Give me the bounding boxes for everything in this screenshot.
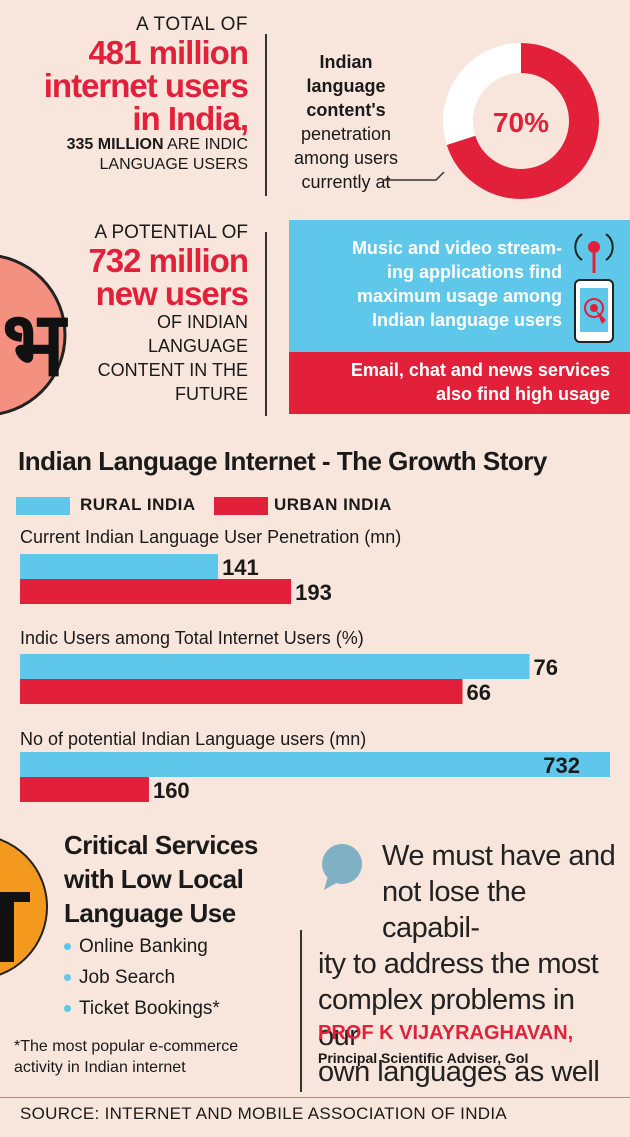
bar-urban-2 xyxy=(20,679,463,704)
value-label-urban-1: 193 xyxy=(295,580,332,605)
potential-small-3: CONTENT IN THE xyxy=(97,360,248,380)
legend-label-urban: URBAN INDIA xyxy=(274,495,392,514)
legend-swatch-rural xyxy=(16,497,70,515)
penetration-donut: 70% xyxy=(443,43,599,199)
streaming-callout xyxy=(289,220,630,352)
penetration-label: Indian language content's penetration am… xyxy=(290,50,402,194)
penetration-line-6: currently at xyxy=(301,172,391,192)
streaming-line-1: Music and video stream- xyxy=(351,238,562,258)
devanagari-circle-top: भ xyxy=(0,255,68,415)
potential-small-2: LANGUAGE xyxy=(147,336,248,356)
bar-rural-2 xyxy=(20,654,530,679)
bullet-icon xyxy=(64,974,71,982)
services-title-3: Language Use xyxy=(64,898,236,928)
divider-b xyxy=(265,232,267,416)
group-label-1: Current Indian Language User Penetration… xyxy=(20,527,402,547)
service-item: Ticket Bookings* xyxy=(64,998,220,1020)
penetration-line-5: among users xyxy=(293,148,399,168)
services-title-1: Critical Services xyxy=(64,830,258,860)
quote-divider xyxy=(300,930,302,1092)
streaming-callout-text: Music and video stream- ing applications… xyxy=(310,236,562,332)
potential-kicker: A POTENTIAL OF xyxy=(94,222,248,243)
value-label-rural-1: 141 xyxy=(222,555,259,580)
broadcast-tower-icon xyxy=(574,233,614,273)
email-line-1: Email, chat and news services xyxy=(350,360,610,380)
footnote-line-2: activity in Indian internet xyxy=(14,1059,186,1076)
penetration-bold-2: language xyxy=(306,76,386,96)
potential-small-1: OF INDIAN xyxy=(156,312,248,332)
source-rule xyxy=(0,1097,630,1098)
quote-author: PROF K VIJAYRAGHAVAN, xyxy=(318,1022,574,1044)
indic-users-rest: ARE INDIC xyxy=(163,136,248,153)
bullet-icon xyxy=(64,1005,71,1013)
email-chat-callout-text: Email, chat and news services also find … xyxy=(300,358,610,406)
services-title-2: with Low Local xyxy=(64,864,244,894)
total-kicker: A TOTAL OF xyxy=(136,14,248,35)
streaming-line-2: ing applications find xyxy=(387,262,562,282)
penetration-value: 70% xyxy=(493,107,549,138)
quote-author-role: Principal Scientific Adviser, GoI xyxy=(318,1050,529,1066)
smartphone-touch-icon xyxy=(574,279,614,343)
quote-line-5: own languages as well xyxy=(318,1056,600,1088)
quote-text: We must have and not lose the capabil- i… xyxy=(318,838,618,1090)
potential-big-line-2: new users xyxy=(95,275,249,312)
total-big-line-1: 481 million xyxy=(88,34,249,71)
potential-users-stat: A POTENTIAL OF 732 million new users OF … xyxy=(20,222,249,406)
penetration-bold-3: content's xyxy=(306,100,386,120)
bar-urban-1 xyxy=(20,579,292,604)
quote-line-1: We must have and xyxy=(382,840,616,872)
footnote: *The most popular e-commerce activity in… xyxy=(14,1036,276,1078)
group-label-2: Indic Users among Total Internet Users (… xyxy=(20,628,364,648)
bar-chart: 141 193 76 66 732 160 xyxy=(20,554,610,803)
value-label-rural-3: 732 xyxy=(543,753,580,778)
quote-line-4: complex problems in our xyxy=(318,984,575,1052)
penetration-line-4: penetration xyxy=(300,124,392,144)
source-note: SOURCE: INTERNET AND MOBILE ASSOCIATION … xyxy=(20,1104,508,1123)
bullet-icon xyxy=(64,943,71,951)
streaming-line-3: maximum usage among xyxy=(356,286,562,306)
service-item: Online Banking xyxy=(64,936,208,958)
divider-a xyxy=(265,34,267,196)
streaming-line-4: Indian language users xyxy=(371,310,562,330)
chart-title: Indian Language Internet - The Growth St… xyxy=(18,446,547,476)
email-line-2: also find high usage xyxy=(435,384,610,404)
value-label-urban-3: 160 xyxy=(153,778,190,803)
value-label-urban-2: 66 xyxy=(467,680,491,705)
quote-line-3: ity to address the most xyxy=(318,948,599,980)
services-title: Critical Services with Low Local Languag… xyxy=(64,828,258,930)
bar-urban-3 xyxy=(20,777,149,802)
total-users-stat: A TOTAL OF 481 million internet users in… xyxy=(20,14,249,175)
service-item: Job Search xyxy=(64,967,175,989)
leader-line xyxy=(384,171,445,181)
potential-small-4: FUTURE xyxy=(175,384,248,404)
value-label-rural-2: 76 xyxy=(534,655,558,680)
penetration-bold-1: Indian xyxy=(319,52,373,72)
footnote-line-1: *The most popular e-commerce xyxy=(14,1038,239,1055)
devanagari-letter-icon: भ xyxy=(2,292,68,397)
total-big-line-3: in India, xyxy=(132,100,249,137)
legend-swatch-urban xyxy=(214,497,268,515)
bar-rural-3 xyxy=(20,752,610,777)
speech-bubble-icon xyxy=(322,844,362,890)
penetration-arc xyxy=(443,43,599,199)
indic-users-count: 335 MILLION xyxy=(66,136,164,153)
legend-label-rural: RURAL INDIA xyxy=(80,495,196,514)
potential-big-line-1: 732 million xyxy=(88,242,249,279)
bar-rural-1 xyxy=(20,554,219,579)
indic-users-line-2: LANGUAGE USERS xyxy=(99,156,248,173)
total-big-line-2: internet users xyxy=(43,67,249,104)
devanagari-circle-bottom xyxy=(0,838,48,976)
quote-line-2: not lose the capabil- xyxy=(382,876,526,944)
email-chat-callout xyxy=(289,352,630,414)
group-label-3: No of potential Indian Language users (m… xyxy=(20,729,367,749)
